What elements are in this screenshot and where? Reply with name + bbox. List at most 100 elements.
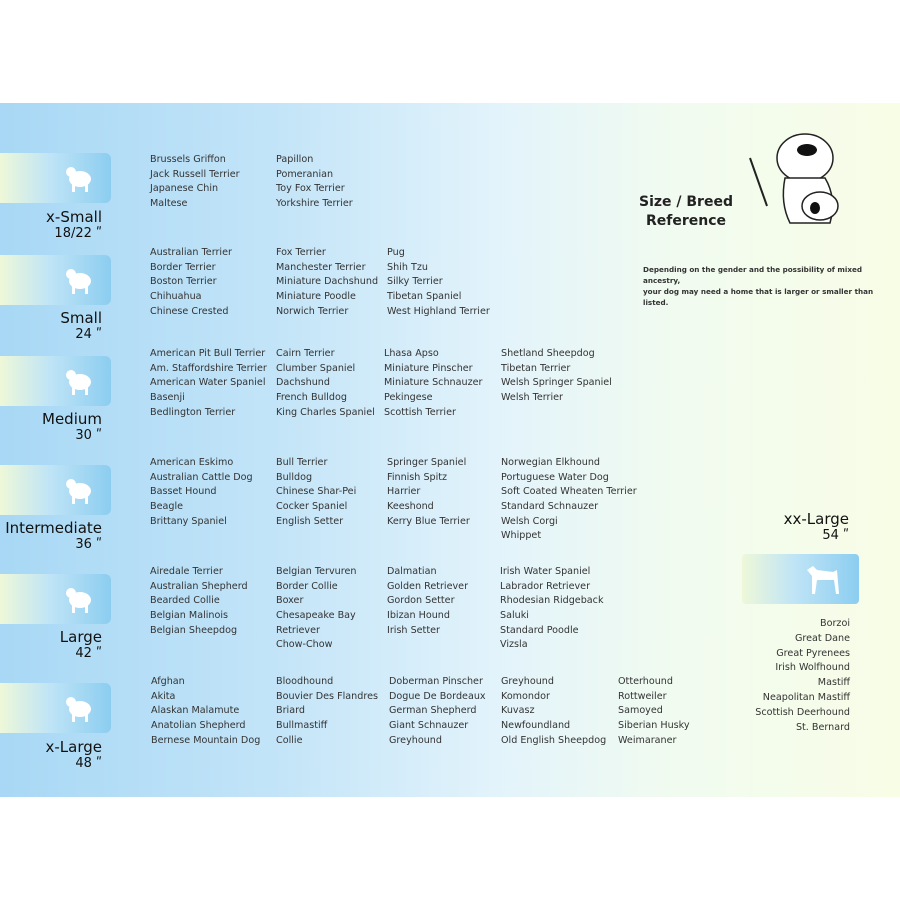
breed-name: Irish Water Spaniel	[500, 566, 591, 577]
spaniel-silhouette-icon	[66, 479, 91, 504]
page-title: Size / Breed Reference	[639, 194, 733, 229]
size-label-intermediate: Intermediate 36 ʺ	[5, 519, 102, 552]
breed-name: Belgian Sheepdog	[150, 624, 238, 636]
size-label-x-small: x-Small 18/22 ʺ	[46, 208, 102, 241]
breed-name: Harrier	[387, 486, 421, 498]
breed-name: Boxer	[276, 595, 304, 607]
breed-name: Welsh Corgi	[501, 515, 558, 527]
breed-name: Border Terrier	[150, 261, 216, 273]
size-name: Small	[60, 309, 102, 327]
breed-column: Otterhound Rottweiler Samoyed Siberian Husk…	[618, 675, 690, 748]
great-dane-silhouette-icon	[807, 566, 839, 594]
breed-name: Norwegian Elkhound	[501, 457, 600, 468]
breed-name: Cairn Terrier	[276, 348, 335, 359]
breed-name: Jack Russell Terrier	[150, 168, 240, 180]
breed-name: Irish Wolfhound	[775, 662, 850, 674]
size-tab-medium	[0, 356, 111, 406]
breed-name: Gordon Setter	[387, 595, 455, 607]
breed-name: Afghan	[151, 676, 185, 687]
breed-name: Dalmatian	[387, 566, 437, 577]
breed-name: Old English Sheepdog	[501, 734, 607, 746]
breed-name: Bloodhound	[276, 676, 334, 687]
size-name: x-Small	[46, 208, 102, 226]
breed-name: Am. Staffordshire Terrier	[150, 362, 267, 374]
breed-name: Kerry Blue Terrier	[387, 515, 470, 527]
breed-name: Pekingese	[384, 392, 433, 404]
size-label-x-large: x-Large 48 ʺ	[46, 738, 103, 771]
breed-name: Shih Tzu	[387, 261, 428, 273]
xx-large-breed-list: Borzoi Great Dane Great Pyrenees Irish Wolf…	[755, 617, 850, 735]
breed-name: Silky Terrier	[387, 276, 443, 288]
breed-name: Boston Terrier	[150, 276, 217, 288]
breed-name: Welsh Terrier	[501, 392, 563, 404]
breed-name: Bulldog	[276, 471, 313, 483]
breed-chart-panel	[0, 103, 900, 797]
breed-name: Pug	[387, 247, 405, 258]
breed-name: Rottweiler	[618, 690, 667, 702]
breed-name: French Bulldog	[276, 392, 347, 404]
breed-name: Standard Poodle	[500, 624, 579, 636]
breed-name: Fox Terrier	[276, 247, 326, 258]
size-label-medium: Medium 30 ʺ	[42, 410, 102, 443]
breed-name: Australian Terrier	[150, 247, 232, 258]
breed-column: Cairn Terrier Clumber Spaniel Dachshund Fre…	[276, 347, 375, 420]
breed-name: Saluki	[500, 610, 529, 622]
breed-name: Bullmastiff	[276, 720, 328, 732]
breed-name: Doberman Pinscher	[389, 676, 483, 687]
breed-column: Fox Terrier Manchester Terrier Miniature D…	[276, 246, 378, 319]
breed-name: Ibizan Hound	[387, 610, 450, 622]
breed-name: Newfoundland	[501, 720, 571, 732]
breed-name: Soft Coated Wheaten Terrier	[501, 486, 637, 498]
size-name: Large	[59, 628, 102, 646]
breed-name: Retriever	[276, 624, 320, 636]
breed-name: Springer Spaniel	[387, 457, 467, 468]
breed-name: Siberian Husky	[618, 720, 690, 732]
breed-column: American Eskimo Australian Cattle Dog Bass…	[150, 456, 253, 529]
breed-name: Standard Schnauzer	[501, 501, 599, 513]
note-line: your dog may need a home that is larger …	[643, 287, 874, 307]
breed-column: Bloodhound Bouvier Des Flandres Briard Bull…	[276, 675, 378, 748]
breed-name: Shetland Sheepdog	[501, 348, 595, 359]
breed-name: Japanese Chin	[150, 183, 219, 195]
breed-name: Basset Hound	[150, 486, 217, 498]
breed-name: Bedlington Terrier	[150, 406, 236, 418]
breed-name: Miniature Dachshund	[276, 276, 379, 288]
breed-name: Scottish Terrier	[384, 406, 456, 418]
size-tab-intermediate	[0, 465, 111, 515]
size-name: Intermediate	[5, 519, 102, 537]
breed-name: Chihuahua	[150, 291, 202, 303]
size-tab-x-small	[0, 153, 111, 203]
breed-column: Pug Shih Tzu Silky Terrier Tibetan Spaniel W…	[387, 246, 490, 319]
breed-name: English Setter	[276, 515, 344, 527]
breed-name: Brussels Griffon	[150, 154, 226, 165]
breed-name: West Highland Terrier	[387, 305, 490, 317]
breed-name: Papillon	[276, 154, 314, 165]
breed-name: American Water Spaniel	[150, 377, 266, 389]
breed-name: Alaskan Malamute	[151, 705, 240, 717]
terrier-silhouette-icon	[66, 370, 91, 395]
size-dimension: 42 ʺ	[75, 646, 102, 661]
size-dimension: 30 ʺ	[75, 428, 102, 443]
breed-name: Bouvier Des Flandres	[276, 690, 378, 702]
small-dog-silhouette-icon	[66, 269, 91, 294]
breed-name: Collie	[276, 734, 303, 746]
breed-column: Norwegian Elkhound Portuguese Water Dog So…	[501, 456, 637, 544]
breed-name: Keeshond	[387, 501, 434, 513]
breed-name: Otterhound	[618, 676, 673, 687]
size-dimension: 48 ʺ	[75, 756, 102, 771]
breed-name: German Shepherd	[389, 705, 477, 717]
breed-name: Chinese Crested	[150, 305, 229, 317]
breed-name: Welsh Springer Spaniel	[501, 377, 612, 389]
breed-name: Chesapeake Bay	[276, 610, 356, 622]
breed-column: Greyhound Komondor Kuvasz Newfoundland Old E…	[501, 675, 606, 748]
breed-column: American Pit Bull Terrier Am. Staffordshi…	[150, 347, 267, 420]
breed-name: Greyhound	[501, 676, 554, 687]
husky-silhouette-icon	[66, 697, 91, 722]
breed-name: Bull Terrier	[276, 457, 328, 468]
breed-name: Brittany Spaniel	[150, 515, 227, 527]
breed-name: Whippet	[501, 530, 542, 542]
breed-name: American Pit Bull Terrier	[150, 348, 266, 359]
breed-name: Australian Cattle Dog	[150, 471, 253, 483]
breed-column: Australian Terrier Border Terrier Boston T…	[150, 246, 232, 319]
breed-column: Airedale Terrier Australian Shepherd Beard…	[150, 565, 248, 638]
